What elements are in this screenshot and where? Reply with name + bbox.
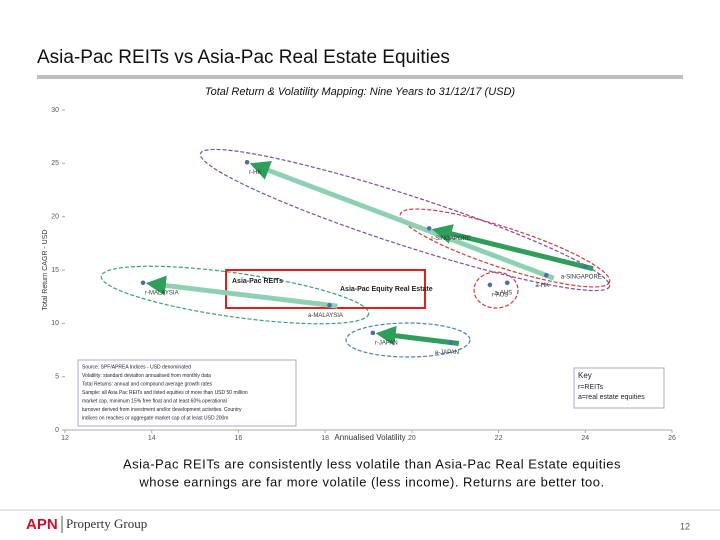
logo-text: Property Group xyxy=(66,516,147,531)
point-label: r-AUS xyxy=(492,293,508,299)
x-tick-label: 24 xyxy=(581,435,589,442)
note-line: turnover derived from investment and/or … xyxy=(82,407,242,413)
legend-entry: a=real estate equities xyxy=(578,394,645,401)
note-box xyxy=(77,359,297,427)
point-label: r-JAPAN xyxy=(375,341,398,347)
point-label: a-AUS xyxy=(494,290,512,296)
point xyxy=(448,340,454,345)
note-line: market cap, minimum 15% free float and a… xyxy=(82,398,227,404)
caption: whose earnings are far more volatile (le… xyxy=(138,474,604,489)
note-line: Sample: all Asia Pac REITs and listed eq… xyxy=(82,390,248,396)
point xyxy=(370,330,376,336)
ellipse xyxy=(199,148,611,292)
chart-subtitle: Total Return & Volatility Mapping: Nine … xyxy=(205,86,516,98)
point xyxy=(543,273,549,278)
highlight-box xyxy=(225,269,426,309)
legend-title: Key xyxy=(578,371,592,380)
ellipse xyxy=(100,265,370,325)
y-tick-label: 5 xyxy=(55,374,59,381)
point xyxy=(327,302,332,308)
x-tick-label: 18 xyxy=(321,435,329,442)
y-axis-label: Total Return CAGR - USD xyxy=(42,230,49,311)
note-line: Source: SPF/APREA Indices - USD denomina… xyxy=(82,364,191,370)
legend-entry: r=REITs xyxy=(578,384,604,391)
note-line: indices on reaches or aggregate market c… xyxy=(82,415,228,421)
x-tick-label: 22 xyxy=(495,435,503,442)
point-label: r-MALAYSIA xyxy=(145,290,179,296)
point xyxy=(582,264,588,270)
annotation: Asia-Pac Equity Real Estate xyxy=(340,286,433,293)
y-tick-label: 0 xyxy=(55,427,59,434)
point-label: r-SINGAPORE xyxy=(431,236,471,242)
note-line: Total Returns: annual and compound avera… xyxy=(82,381,213,387)
ellipse xyxy=(473,271,519,309)
arrow xyxy=(375,325,460,346)
y-tick-label: 20 xyxy=(51,214,59,221)
ellipse xyxy=(399,208,611,288)
arrow xyxy=(431,224,594,272)
point xyxy=(487,282,493,288)
group-ellipses xyxy=(100,148,611,358)
legend-box xyxy=(573,367,665,409)
page-number: 12 xyxy=(680,521,690,531)
annotation: Asia-Pac REITs xyxy=(232,278,283,285)
x-tick-label: 20 xyxy=(408,435,416,442)
point xyxy=(504,280,510,286)
logo-mark: APN xyxy=(26,516,58,533)
point xyxy=(426,226,432,231)
arrow xyxy=(249,160,555,281)
slide-title: Asia-Pac REITs vs Asia-Pac Real Estate E… xyxy=(37,47,450,68)
title-rule xyxy=(37,75,683,79)
point-label: a-MALAYSIA xyxy=(308,313,343,319)
y-tick-label: 10 xyxy=(51,320,59,327)
point-label: a-JAPAN xyxy=(435,350,459,356)
x-tick-label: 16 xyxy=(235,435,243,442)
x-axis-label: Annualised Volatility xyxy=(334,433,405,442)
x-tick-label: 26 xyxy=(668,435,676,442)
x-tick-label: 12 xyxy=(61,435,69,442)
y-tick-label: 15 xyxy=(51,267,59,274)
ellipse xyxy=(345,322,471,358)
arrow xyxy=(145,275,338,309)
y-tick-label: 30 xyxy=(51,107,59,114)
point xyxy=(140,280,146,286)
point-label: a-SINGAPORE xyxy=(561,274,602,280)
note-line: Volatility: standard deviation annualise… xyxy=(82,373,211,379)
point-label: a-HK xyxy=(535,283,549,289)
point xyxy=(244,159,250,165)
y-tick-label: 25 xyxy=(51,160,59,167)
caption: Asia-Pac REITs are consistently less vol… xyxy=(123,456,621,471)
point-label: r-HK xyxy=(249,170,261,176)
x-tick-label: 14 xyxy=(148,435,156,442)
